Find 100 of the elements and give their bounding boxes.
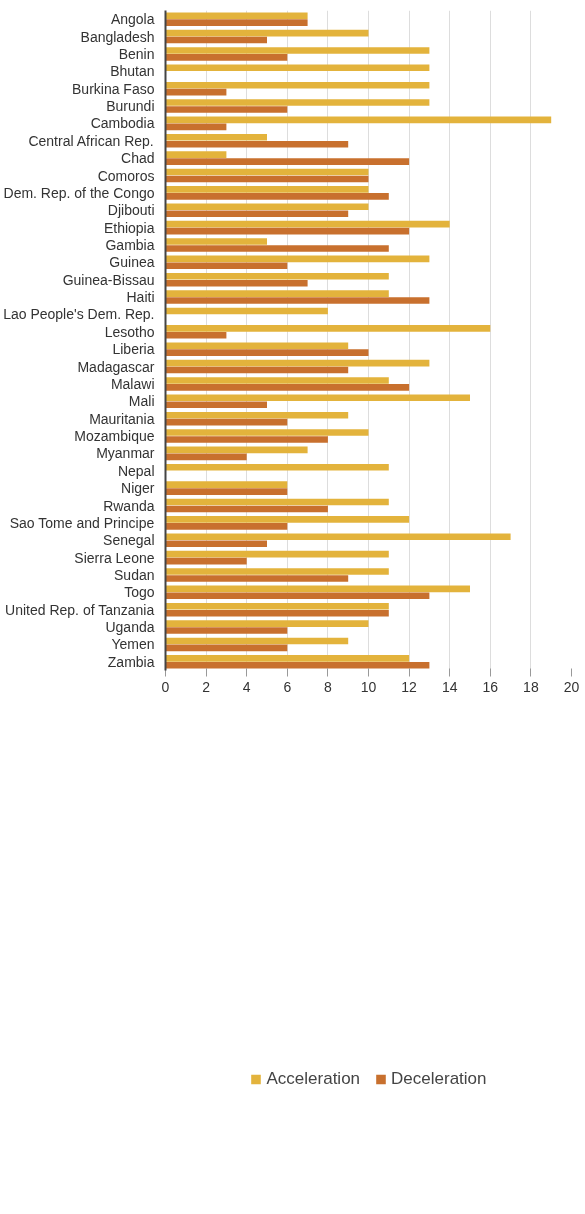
- bar: [165, 540, 267, 548]
- y-tick-label: Guinea-Bissau: [62, 271, 155, 288]
- bar: [165, 158, 410, 165]
- y-tick-label: Madagascar: [77, 358, 155, 375]
- bar: [165, 557, 247, 565]
- bar: [165, 592, 430, 600]
- bar: [165, 193, 389, 200]
- bar: [165, 36, 267, 44]
- bar: [165, 54, 288, 61]
- bar: [165, 151, 227, 158]
- y-tick-label: Ethiopia: [103, 219, 155, 236]
- x-tick-label: 12: [401, 678, 418, 695]
- bar: [165, 609, 389, 617]
- y-tick-label: Mozambique: [74, 428, 155, 445]
- bar: [165, 106, 288, 113]
- bar: [165, 550, 389, 558]
- bar: [165, 401, 267, 409]
- bar: [165, 585, 470, 593]
- bar: [165, 568, 389, 575]
- bar: [165, 418, 288, 426]
- bar: [165, 168, 369, 176]
- bar: [165, 175, 369, 183]
- bar: [165, 523, 288, 530]
- y-tick-label: Niger: [121, 480, 155, 497]
- y-tick-label: Liberia: [112, 341, 155, 358]
- y-tick-label: Comoros: [97, 167, 155, 184]
- bar: [165, 133, 267, 141]
- bar: [165, 279, 308, 287]
- y-tick-label: Sudan: [114, 566, 155, 583]
- bar: [165, 325, 491, 332]
- bar: [165, 307, 328, 315]
- bar: [165, 620, 369, 627]
- y-tick-label: Malawi: [110, 375, 155, 392]
- bar: [165, 331, 227, 339]
- bar: [165, 463, 389, 471]
- bar: [165, 436, 328, 443]
- x-tick-label: 2: [202, 678, 211, 695]
- y-tick-label: Benin: [118, 45, 155, 62]
- y-tick-label: Senegal: [103, 532, 155, 549]
- bar: [165, 29, 369, 37]
- bar: [165, 446, 308, 454]
- y-tick-label: Mauritania: [89, 410, 155, 427]
- bar: [165, 394, 470, 402]
- bar: [165, 384, 410, 391]
- y-tick-label: United Rep. of Tanzania: [5, 601, 155, 618]
- y-tick-label: Central African Rep.: [28, 132, 154, 149]
- legend-label: Acceleration: [266, 1069, 361, 1089]
- bar: [165, 411, 349, 419]
- x-tick-label: 6: [283, 678, 292, 695]
- y-tick-label: Yemen: [111, 636, 155, 653]
- bar: [165, 238, 267, 245]
- bar: [165, 81, 430, 89]
- y-tick-label: Angola: [110, 11, 155, 28]
- bar: [165, 186, 369, 193]
- y-tick-label: Burundi: [106, 98, 155, 115]
- y-tick-label: Haiti: [126, 289, 155, 306]
- bar: [165, 245, 389, 252]
- y-tick-label: Uganda: [105, 619, 155, 636]
- legend-label: Deceleration: [391, 1069, 487, 1089]
- bar: [165, 220, 450, 228]
- bar: [165, 505, 328, 513]
- y-tick-label: Chad: [121, 150, 155, 167]
- bar: [165, 377, 389, 384]
- bar: [165, 627, 288, 634]
- y-tick-label: Rwanda: [103, 497, 155, 514]
- bar: [165, 262, 288, 270]
- bar: [165, 533, 511, 541]
- bar: [165, 516, 410, 523]
- bar: [165, 116, 552, 124]
- x-tick-label: 10: [360, 678, 377, 695]
- x-tick-label: 20: [563, 678, 580, 695]
- bar: [165, 255, 430, 263]
- bar: [165, 661, 430, 669]
- y-tick-label: Cambodia: [90, 115, 155, 132]
- bar: [165, 47, 430, 54]
- y-tick-label: Guinea: [109, 254, 155, 271]
- bar: [165, 64, 430, 72]
- bar: [165, 366, 349, 374]
- bar: [165, 99, 430, 106]
- bar: [165, 602, 389, 610]
- x-tick-label: 4: [242, 678, 251, 695]
- y-tick-label: Gambia: [105, 236, 155, 253]
- bar: [165, 575, 349, 582]
- y-tick-label: Lesotho: [104, 323, 155, 340]
- x-tick-label: 18: [523, 678, 539, 695]
- y-tick-label: Sao Tome and Principe: [9, 514, 155, 531]
- bar: [165, 290, 389, 297]
- bar: [165, 498, 389, 506]
- x-tick-label: 16: [482, 678, 499, 695]
- y-tick-label: Zambia: [107, 653, 155, 670]
- y-tick-label: Dem. Rep. of the Congo: [3, 184, 155, 201]
- bar: [165, 637, 349, 645]
- y-tick-label: Burkina Faso: [72, 80, 155, 97]
- x-tick-label: 8: [324, 678, 333, 695]
- bar: [165, 349, 369, 356]
- bar: [165, 227, 410, 235]
- x-tick-label: 14: [441, 678, 458, 695]
- y-tick-label: Mali: [128, 393, 155, 410]
- bar: [165, 19, 308, 26]
- bar: [165, 272, 389, 280]
